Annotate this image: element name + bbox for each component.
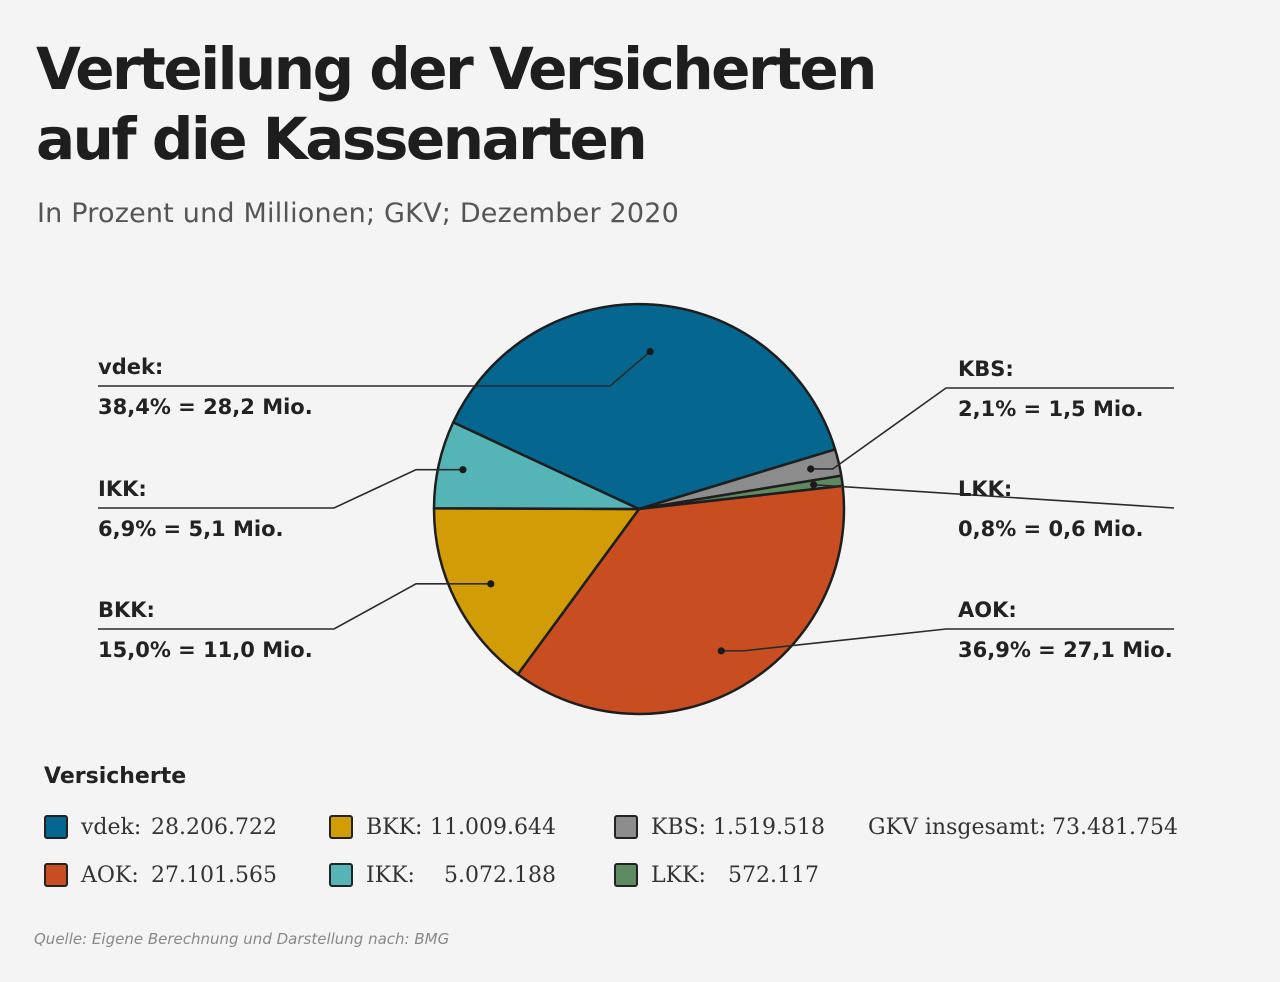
- legend-value-ikk: 5.072.188: [444, 862, 556, 888]
- slice-label-vdek: vdek:: [98, 355, 163, 379]
- legend-label-bkk: BKK:: [366, 814, 423, 840]
- leader-dot-ikk: [459, 466, 467, 474]
- legend-value-vdek: 28.206.722: [151, 814, 277, 840]
- legend-value-aok: 27.101.565: [151, 862, 277, 888]
- legend-item-vdek: vdek: 28.206.722: [44, 812, 277, 842]
- pie-chart: vdek: 38,4% = 28,2 Mio. KBS: 2,1% = 1,5 Mio…: [98, 302, 1175, 716]
- legend-label-kbs: KBS:: [651, 814, 707, 840]
- legend-total: GKV insgesamt: 73.481.754: [868, 812, 1178, 842]
- legend-label-vdek: vdek:: [81, 814, 142, 840]
- pie-slice-bkk: [432, 507, 641, 676]
- legend-label-ikk: IKK:: [366, 862, 415, 888]
- slice-label-lkk: LKK:: [958, 477, 1012, 501]
- legend-swatch-vdek: [44, 815, 68, 839]
- slice-value-aok: 36,9% = 27,1 Mio.: [958, 638, 1173, 662]
- legend-value-kbs: 1.519.518: [713, 814, 825, 840]
- chart-title: Verteilung der Versicherten auf die Kass…: [36, 34, 1036, 174]
- slice-value-bkk: 15,0% = 11,0 Mio.: [98, 638, 313, 662]
- chart-title-line2: auf die Kassenarten: [36, 105, 648, 173]
- chart-subtitle: In Prozent und Millionen; GKV; Dezember …: [37, 198, 680, 229]
- legend-total-value: 73.481.754: [1052, 814, 1178, 840]
- legend-value-bkk: 11.009.644: [430, 814, 556, 840]
- slice-value-kbs: 2,1% = 1,5 Mio.: [958, 397, 1143, 421]
- legend-swatch-bkk: [329, 815, 353, 839]
- pie-slice-aok: [516, 484, 846, 716]
- pie-slice-vdek: [451, 302, 837, 511]
- chart-title-line1: Verteilung der Versicherten: [36, 35, 877, 103]
- leader-line-bkk: [98, 583, 491, 630]
- legend-item-bkk: BKK: 11.009.644: [329, 812, 556, 842]
- legend-swatch-ikk: [329, 863, 353, 887]
- legend-label-lkk: LKK:: [651, 862, 706, 888]
- leader-dot-aok: [717, 647, 725, 655]
- leader-dot-bkk: [487, 580, 495, 588]
- leader-line-vdek: [98, 350, 651, 387]
- slice-label-ikk: IKK:: [98, 477, 147, 501]
- leader-dot-lkk: [810, 481, 818, 489]
- legend-swatch-lkk: [614, 863, 638, 887]
- leader-line-ikk: [98, 468, 463, 509]
- legend-item-lkk: LKK: 572.117: [614, 860, 819, 890]
- legend-value-lkk: 572.117: [728, 862, 819, 888]
- legend-item-ikk: IKK: 5.072.188: [329, 860, 556, 890]
- leader-dot-vdek: [646, 347, 654, 356]
- slice-label-bkk: BKK:: [98, 598, 155, 622]
- slice-label-aok: AOK:: [958, 598, 1017, 622]
- legend-title: Versicherte: [44, 764, 187, 789]
- leader-line-aok: [721, 628, 1174, 652]
- source-note: Quelle: Eigene Berechnung und Darstellun…: [34, 930, 450, 948]
- legend-label-aok: AOK:: [81, 862, 139, 888]
- legend-swatch-aok: [44, 863, 68, 887]
- leader-line-lkk: [813, 483, 1175, 509]
- slice-value-ikk: 6,9% = 5,1 Mio.: [98, 517, 283, 541]
- slice-value-vdek: 38,4% = 28,2 Mio.: [98, 395, 313, 419]
- legend-item-kbs: KBS: 1.519.518: [614, 812, 825, 842]
- leader-line-kbs: [810, 387, 1174, 470]
- legend-swatch-kbs: [614, 815, 638, 839]
- slice-label-kbs: KBS:: [958, 357, 1014, 381]
- slice-value-lkk: 0,8% = 0,6 Mio.: [958, 517, 1143, 541]
- legend-total-label: GKV insgesamt:: [868, 814, 1047, 840]
- legend-item-aok: AOK: 27.101.565: [44, 860, 277, 890]
- pie-slice-ikk: [432, 421, 641, 511]
- leader-dot-kbs: [807, 465, 815, 473]
